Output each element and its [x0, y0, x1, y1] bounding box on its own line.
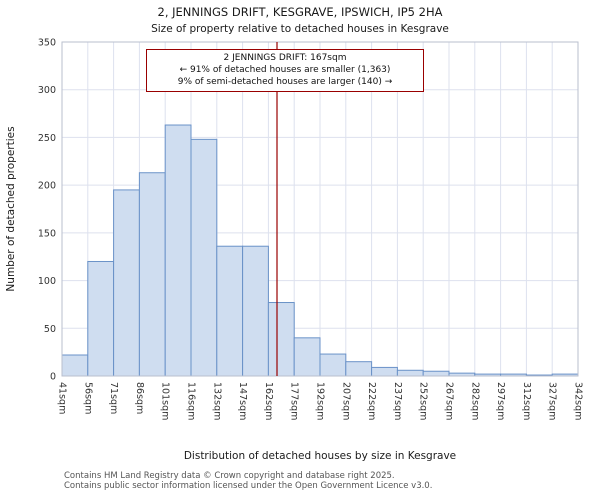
- y-tick-label: 300: [38, 85, 56, 96]
- y-tick-label: 150: [38, 228, 56, 239]
- x-tick-label: 41sqm: [57, 382, 68, 414]
- annotation-property-line: 2 JENNINGS DRIFT: 167sqm: [223, 53, 347, 63]
- x-tick-label: 327sqm: [547, 382, 558, 420]
- y-axis-label: Number of detached properties: [5, 126, 17, 291]
- x-tick-label: 71sqm: [108, 382, 119, 414]
- bar: [242, 245, 269, 377]
- x-tick-label: 222sqm: [366, 382, 377, 420]
- bar: [87, 260, 115, 377]
- bar: [293, 337, 321, 377]
- x-tick-label: 147sqm: [237, 382, 248, 420]
- bar: [319, 353, 347, 377]
- y-tick-label: 0: [50, 372, 56, 383]
- y-tick-label: 200: [38, 181, 56, 192]
- annotation-smaller-line: ← 91% of detached houses are smaller (1,…: [179, 65, 391, 75]
- x-tick-label: 312sqm: [521, 382, 532, 420]
- x-tick-label: 177sqm: [289, 382, 300, 420]
- x-tick-label: 192sqm: [315, 382, 326, 420]
- bar: [371, 366, 398, 377]
- x-tick-label: 237sqm: [392, 382, 403, 420]
- x-tick-label: 162sqm: [263, 382, 274, 420]
- y-tick-labels: 0 50 100 150 200 250 300 350: [38, 38, 56, 383]
- chart-subtitle: Size of property relative to detached ho…: [151, 23, 449, 35]
- y-tick-label: 50: [44, 324, 56, 335]
- annotation-larger-line: 9% of semi-detached houses are larger (1…: [177, 77, 393, 87]
- x-tick-label: 297sqm: [495, 382, 506, 420]
- x-tick-labels: 41sqm 56sqm 71sqm 86sqm 101sqm 116sqm 132sqm 14…: [57, 382, 584, 420]
- x-tick-label: 116sqm: [186, 382, 197, 420]
- x-tick-label: 342sqm: [573, 382, 584, 420]
- x-tick-label: 132sqm: [211, 382, 222, 420]
- bar: [113, 189, 140, 377]
- footer-licence: Contains public sector information licen…: [64, 481, 433, 491]
- bar: [164, 124, 192, 377]
- x-tick-label: 252sqm: [418, 382, 429, 420]
- y-tick-label: 100: [38, 276, 56, 287]
- chart-title: 2, JENNINGS DRIFT, KESGRAVE, IPSWICH, IP…: [157, 5, 443, 19]
- x-tick-label: 86sqm: [134, 382, 145, 414]
- bar: [422, 370, 450, 377]
- x-tick-label: 282sqm: [469, 382, 480, 420]
- x-tick-label: 56sqm: [82, 382, 93, 414]
- bars: [61, 124, 579, 377]
- x-axis-label: Distribution of detached houses by size …: [184, 450, 456, 462]
- plot-frame: [61, 41, 579, 377]
- bar: [345, 361, 373, 377]
- y-tick-label: 250: [38, 133, 56, 144]
- marker-annotation-box: 2 JENNINGS DRIFT: 167sqm ← 91% of detach…: [146, 49, 424, 92]
- x-tick-label: 267sqm: [444, 382, 455, 420]
- x-tick-label: 207sqm: [340, 382, 351, 420]
- bar: [396, 369, 424, 377]
- footer-copyright: Contains HM Land Registry data © Crown c…: [64, 471, 395, 481]
- bar: [138, 172, 166, 377]
- bar: [190, 138, 218, 377]
- bar: [216, 245, 244, 377]
- bar: [267, 302, 295, 377]
- bar: [61, 354, 89, 377]
- x-tick-label: 101sqm: [160, 382, 171, 420]
- y-tick-label: 350: [38, 38, 56, 49]
